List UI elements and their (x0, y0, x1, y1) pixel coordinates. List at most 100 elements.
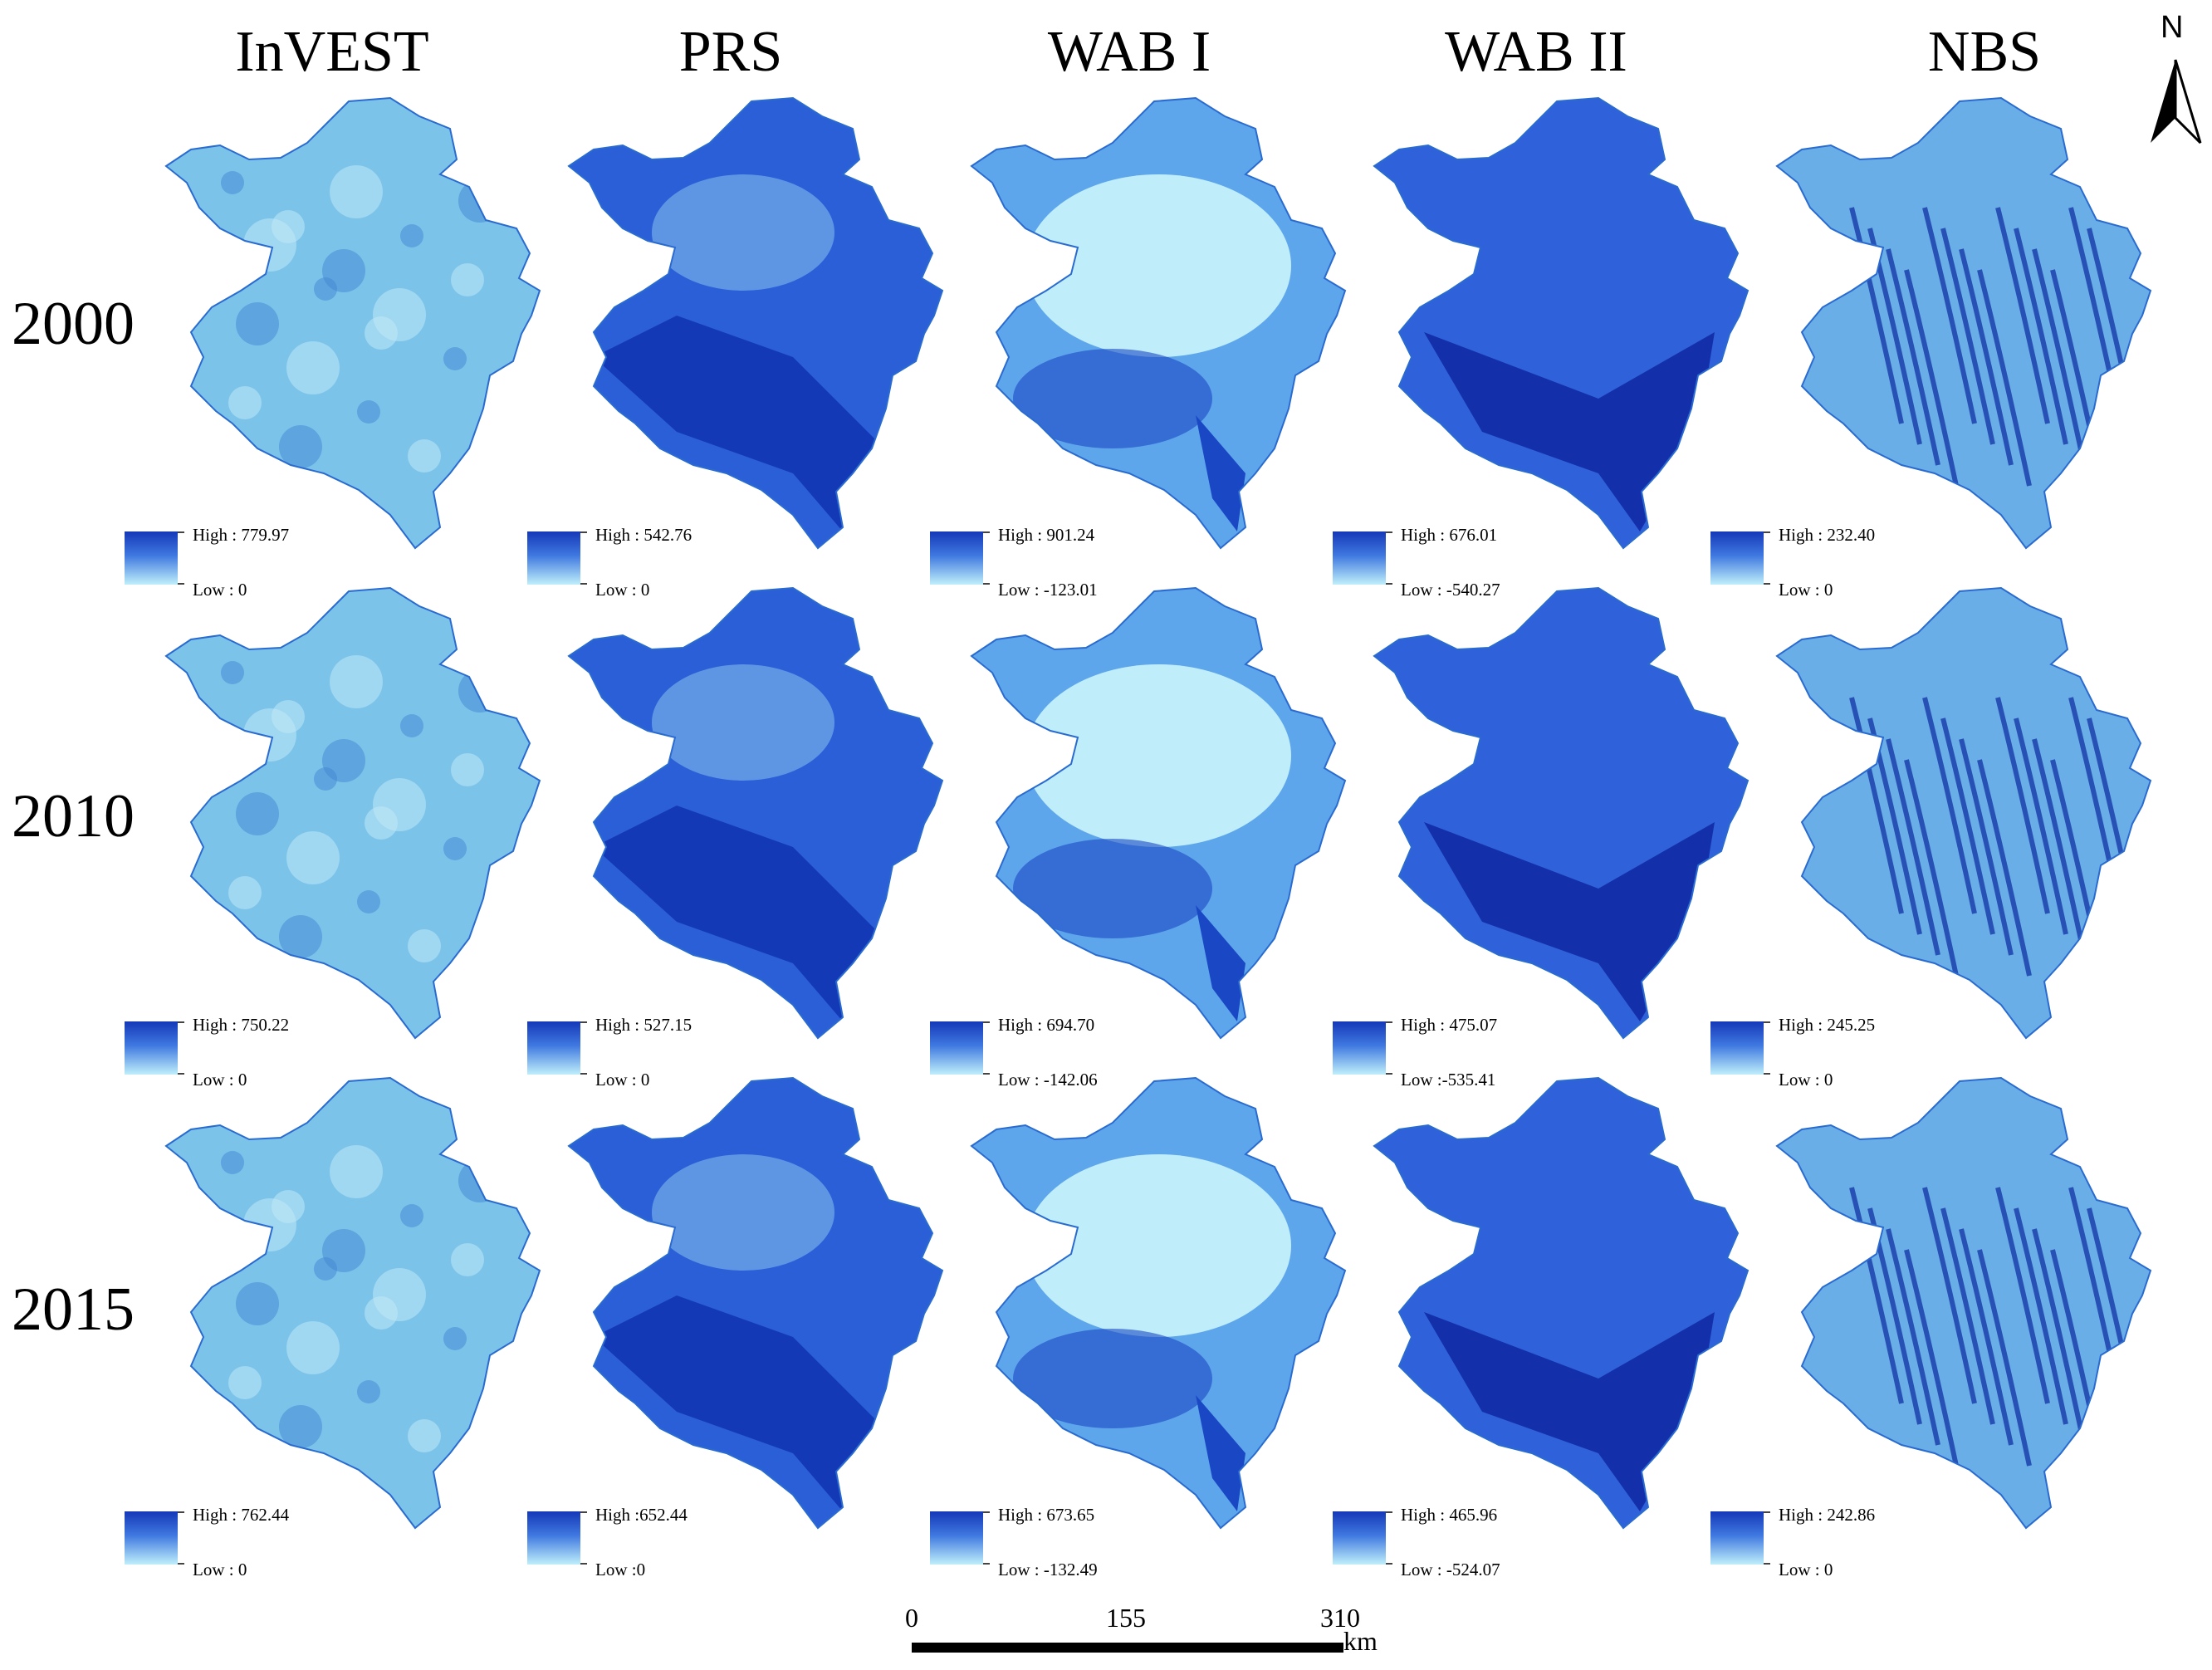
basin-map-image (970, 586, 1347, 1040)
basin-map-image (970, 1076, 1347, 1530)
legend-color-ramp (930, 531, 983, 585)
legend-tick-low (1764, 1073, 1770, 1075)
legend-color-ramp (1333, 531, 1386, 585)
legend-tick-low (983, 1563, 990, 1565)
legend-high-value: High : 762.44 (193, 1505, 290, 1525)
legend-low-value: Low : 0 (193, 1070, 247, 1090)
basin-map-image (1373, 586, 1750, 1040)
legend-high-value: High : 232.40 (1779, 525, 1876, 545)
map-panel-invest-2010 (141, 573, 573, 1050)
legend-high-value: High : 527.15 (595, 1015, 692, 1035)
legend-tick-low (1386, 1563, 1392, 1565)
legend-high-value: High : 750.22 (193, 1015, 290, 1035)
scale-tick-310: 310 (1320, 1603, 1360, 1633)
legend-tick-high (580, 531, 587, 533)
legend-color-ramp (1710, 1511, 1764, 1565)
map-panel-prs-2000 (544, 83, 976, 561)
legend-high-value: High : 694.70 (998, 1015, 1095, 1035)
basin-map-image (567, 1076, 944, 1530)
legend-tick-low (580, 583, 587, 585)
legend-high-value: High : 475.07 (1401, 1015, 1498, 1035)
row-title-2000: 2000 (12, 290, 135, 358)
legend-tick-high (983, 1021, 990, 1023)
legend-color-ramp (527, 1021, 580, 1075)
legend-tick-low (1764, 1563, 1770, 1565)
legend-low-value: Low : 0 (595, 1070, 650, 1090)
legend-color-ramp (125, 1021, 178, 1075)
map-panel-invest-2015 (141, 1063, 573, 1540)
map-panel-prs-2010 (544, 573, 976, 1050)
basin-map-image (1373, 1076, 1750, 1530)
legend-low-value: Low : -524.07 (1401, 1560, 1500, 1579)
basin-map-image (970, 96, 1347, 550)
basin-map-image (1775, 586, 2152, 1040)
basin-map-image (1775, 96, 2152, 550)
legend-tick-low (983, 583, 990, 585)
legend-low-value: Low : -123.01 (998, 580, 1098, 600)
legend-low-value: Low : -132.49 (998, 1560, 1098, 1579)
legend-low-value: Low :0 (595, 1560, 646, 1579)
legend-tick-high (1764, 1021, 1770, 1023)
legend-color-ramp (1333, 1511, 1386, 1565)
legend-tick-low (178, 1073, 184, 1075)
legend-high-value: High : 245.25 (1779, 1015, 1876, 1035)
legend-tick-high (983, 1511, 990, 1513)
row-title-2015: 2015 (12, 1276, 135, 1344)
legend-color-ramp (930, 1511, 983, 1565)
legend-tick-low (983, 1073, 990, 1075)
column-title-wab-1: WAB I (1047, 20, 1211, 84)
legend-tick-high (1386, 1021, 1392, 1023)
legend-low-value: Low : 0 (193, 580, 247, 600)
legend-tick-low (178, 1563, 184, 1565)
map-panel-nbs-2000 (1752, 83, 2184, 561)
legend-high-value: High : 676.01 (1401, 525, 1498, 545)
legend-tick-high (178, 1511, 184, 1513)
legend-color-ramp (125, 1511, 178, 1565)
legend-low-value: Low :-535.41 (1401, 1070, 1496, 1090)
legend-low-value: Low : 0 (1779, 580, 1833, 600)
map-panel-wab-ii-2010 (1349, 573, 1781, 1050)
legend-high-value: High : 465.96 (1401, 1505, 1498, 1525)
legend-color-ramp (1710, 531, 1764, 585)
legend-low-value: Low : 0 (193, 1560, 247, 1579)
north-arrow: N (2142, 10, 2209, 151)
legend-low-value: Low : -142.06 (998, 1070, 1098, 1090)
basin-map-image (164, 1076, 541, 1530)
legend-low-value: Low : 0 (1779, 1070, 1833, 1090)
map-panel-invest-2000 (141, 83, 573, 561)
legend-tick-high (1764, 1511, 1770, 1513)
legend-high-value: High :652.44 (595, 1505, 688, 1525)
legend-low-value: Low : 0 (595, 580, 650, 600)
scale-bar: 0 155 310 km (905, 1603, 1387, 1661)
scale-tick-0: 0 (905, 1603, 918, 1633)
legend-tick-high (1386, 1511, 1392, 1513)
column-title-prs: PRS (678, 20, 783, 84)
column-title-nbs: NBS (1927, 20, 2042, 84)
legend-color-ramp (527, 1511, 580, 1565)
north-arrow-icon (2151, 59, 2202, 144)
legend-color-ramp (125, 531, 178, 585)
legend-tick-low (1386, 583, 1392, 585)
legend-color-ramp (527, 531, 580, 585)
scale-tick-155: 155 (1106, 1603, 1146, 1633)
basin-map-image (1373, 96, 1750, 550)
legend-high-value: High : 779.97 (193, 525, 290, 545)
map-panel-wab-i-2015 (947, 1063, 1378, 1540)
map-panel-wab-i-2000 (947, 83, 1378, 561)
legend-low-value: Low : -540.27 (1401, 580, 1500, 600)
basin-map-image (567, 96, 944, 550)
basin-map-image (1775, 1076, 2152, 1530)
legend-tick-low (580, 1563, 587, 1565)
legend-tick-high (1386, 531, 1392, 533)
basin-map-image (164, 586, 541, 1040)
basin-map-image (164, 96, 541, 550)
scale-bar-line (912, 1643, 1343, 1653)
map-panel-wab-ii-2015 (1349, 1063, 1781, 1540)
column-title-wab-2: WAB II (1445, 20, 1627, 84)
legend-high-value: High : 673.65 (998, 1505, 1095, 1525)
legend-high-value: High : 242.86 (1779, 1505, 1876, 1525)
map-panel-prs-2015 (544, 1063, 976, 1540)
scale-unit: km (1343, 1626, 1378, 1656)
north-label: N (2161, 10, 2184, 45)
legend-tick-low (580, 1073, 587, 1075)
